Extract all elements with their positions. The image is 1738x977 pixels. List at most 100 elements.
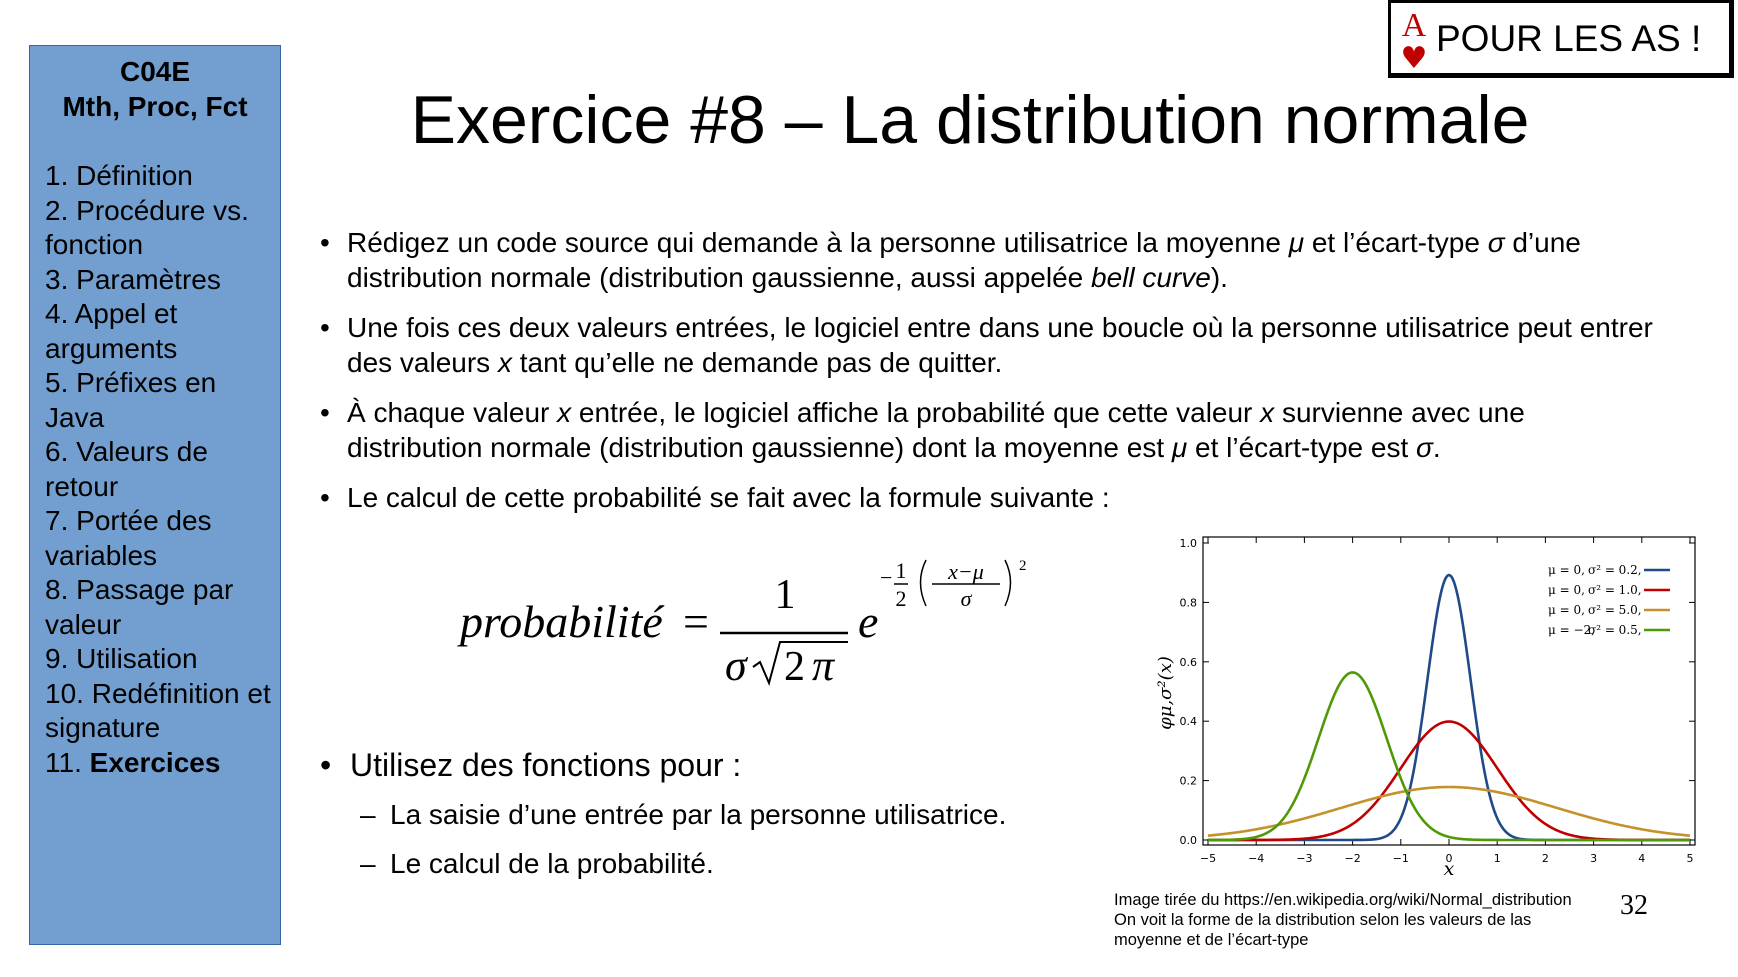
functions-bullet: Utilisez des fonctions pour : xyxy=(320,745,741,785)
sidebar-item: 1. Définition xyxy=(45,159,274,194)
y-tick-label: 1.0 xyxy=(1180,537,1198,550)
legend-mu: μ = 0, xyxy=(1548,563,1585,577)
bullet-2: Une fois ces deux valeurs entrées, le lo… xyxy=(320,310,1660,380)
badge-text: POUR LES AS ! xyxy=(1436,18,1702,59)
level-badge: A ♥ POUR LES AS ! xyxy=(1388,0,1734,78)
ace-of-hearts-icon: A ♥ xyxy=(1401,7,1428,74)
sidebar-item-number: 6. xyxy=(45,436,69,467)
bullet-4: Le calcul de cette probabilité se fait a… xyxy=(320,480,1660,515)
x-tick-label: −3 xyxy=(1296,852,1312,865)
formula-lhs: probabilité xyxy=(457,596,665,647)
legend-variance: σ² = 5.0, xyxy=(1588,603,1642,617)
sidebar-item: 6. Valeurs de retour xyxy=(45,435,274,504)
bullet-1: Rédigez un code source qui demande à la … xyxy=(320,225,1660,295)
y-axis-label: φμ,σ²(x) xyxy=(1155,656,1176,730)
y-tick-label: 0.2 xyxy=(1180,775,1198,788)
sidebar-item-label: Redéfinition et signature xyxy=(45,677,271,744)
caption-line-3: moyenne et de l’écart-type xyxy=(1114,931,1309,949)
sidebar-item-label: Exercices xyxy=(89,746,221,778)
legend-mu: μ = 0, xyxy=(1548,603,1585,617)
formula-numerator: 1 xyxy=(775,572,796,618)
sidebar-item: 10. Redéfinition et signature xyxy=(45,677,274,746)
legend-mu: μ = −2, xyxy=(1548,623,1595,637)
exp-minus: − xyxy=(880,565,892,590)
sidebar-item-label: Procédure vs. fonction xyxy=(45,194,249,261)
sidebar-item-label: Appel et arguments xyxy=(45,298,178,364)
caption-line-1: Image tirée du https://en.wikipedia.org/… xyxy=(1114,891,1572,909)
sqrt-sign xyxy=(752,641,848,687)
course-subtitle: Mth, Proc, Fct xyxy=(62,91,248,122)
sidebar-item-number: 1. xyxy=(45,160,69,191)
exp-left-paren xyxy=(919,559,927,607)
function-item-input: La saisie d’une entrée par la personne u… xyxy=(360,797,1006,832)
bullet-3: À chaque valeur x entrée, le logiciel af… xyxy=(320,395,1660,465)
x-tick-label: 2 xyxy=(1542,852,1549,865)
x-tick-label: −2 xyxy=(1344,852,1360,865)
sidebar-item: 3. Paramètres xyxy=(45,263,274,298)
formula-equals: = xyxy=(683,596,709,647)
legend-variance: σ² = 1.0, xyxy=(1588,583,1642,597)
course-code: C04E xyxy=(119,56,191,87)
x-tick-label: 0 xyxy=(1446,852,1453,865)
instructions: Rédigez un code source qui demande à la … xyxy=(320,225,1660,530)
x-tick-label: 1 xyxy=(1494,852,1501,865)
exp-inner-num: x−μ xyxy=(947,559,984,584)
caption-line-2: On voit la forme de la distribution selo… xyxy=(1114,911,1532,929)
sidebar-item: 11. Exercices xyxy=(45,746,274,781)
sidebar-item-label: Valeurs de retour xyxy=(45,436,208,502)
exp-right-paren xyxy=(1004,559,1012,607)
normal-distribution-chart: −5 −4 −3 −2 −1 0 1 2 3 4 5 0.0 0.2 0.4 0.6 0.8 1.0 μ = 0… xyxy=(1155,536,1696,880)
series-line-2 xyxy=(1207,785,1691,837)
exp-inner-den: σ xyxy=(961,586,973,611)
x-tick-label: 3 xyxy=(1590,852,1597,865)
x-tick-label: 4 xyxy=(1638,852,1645,865)
sidebar-item-number: 10. xyxy=(45,677,84,709)
sidebar-item-label: Portée des variables xyxy=(45,505,212,571)
formula-two: 2 xyxy=(784,644,805,690)
legend-variance: σ² = 0.5, xyxy=(1588,623,1642,637)
sidebar-item: 2. Procédure vs. fonction xyxy=(45,194,274,263)
exp-half-num: 1 xyxy=(896,558,907,583)
legend-mu: μ = 0, xyxy=(1548,583,1585,597)
sidebar-item-label: Paramètres xyxy=(76,263,221,295)
sidebar-item-number: 7. xyxy=(45,505,69,536)
sidebar-item-number: 4. xyxy=(45,298,69,329)
sidebar-item: 8. Passage par valeur xyxy=(45,573,274,642)
x-tick-label: −5 xyxy=(1200,852,1216,865)
formula-pi: π xyxy=(812,641,836,690)
y-tick-label: 0.0 xyxy=(1180,834,1198,847)
probability-formula: probabilité = 1 σ 2 π e − 1 2 x−μ σ 2 xyxy=(457,558,1027,690)
sidebar: C04E Mth, Proc, Fct 1. Définition 2. Proc… xyxy=(29,45,281,945)
sidebar-item-number: 9. xyxy=(45,643,69,674)
series-line-3 xyxy=(1208,671,1690,842)
exp-square: 2 xyxy=(1019,558,1027,574)
x-axis-label: x xyxy=(1444,858,1455,880)
sidebar-item: 9. Utilisation xyxy=(45,642,274,677)
sidebar-outline: 1. Définition 2. Procédure vs. fonction 3.… xyxy=(45,159,274,780)
card-suit: ♥ xyxy=(1401,41,1428,74)
sidebar-item-number: 3. xyxy=(45,263,69,295)
sidebar-item: 5. Préfixes en Java xyxy=(45,366,274,435)
function-item-probability: Le calcul de la probabilité. xyxy=(360,846,714,881)
sidebar-item: 7. Portée des variables xyxy=(45,504,274,573)
sidebar-item-number: 8. xyxy=(45,574,69,605)
sidebar-item-label: Définition xyxy=(76,160,193,191)
formula-sigma: σ xyxy=(725,641,749,690)
sidebar-item-label: Préfixes en Java xyxy=(45,367,217,433)
sidebar-item-label: Passage par valeur xyxy=(45,574,234,640)
image-caption: Image tirée du https://en.wikipedia.org/… xyxy=(1114,890,1572,950)
x-tick-label: 5 xyxy=(1687,852,1694,865)
legend-variance: σ² = 0.2, xyxy=(1588,563,1642,577)
slide-title: Exercice #8 – La distribution normale xyxy=(410,82,1530,158)
page-number: 32 xyxy=(1620,890,1648,921)
y-tick-label: 0.4 xyxy=(1180,715,1198,728)
sidebar-item-label: Utilisation xyxy=(76,643,198,674)
card-rank: A xyxy=(1402,7,1427,44)
y-tick-label: 0.6 xyxy=(1180,656,1198,669)
sidebar-item-number: 2. xyxy=(45,194,69,226)
y-tick-label: 0.8 xyxy=(1180,596,1198,609)
formula-e: e xyxy=(858,596,878,647)
sidebar-item: 4. Appel et arguments xyxy=(45,297,274,366)
plot-frame xyxy=(1202,536,1696,846)
x-tick-label: −4 xyxy=(1248,852,1264,865)
